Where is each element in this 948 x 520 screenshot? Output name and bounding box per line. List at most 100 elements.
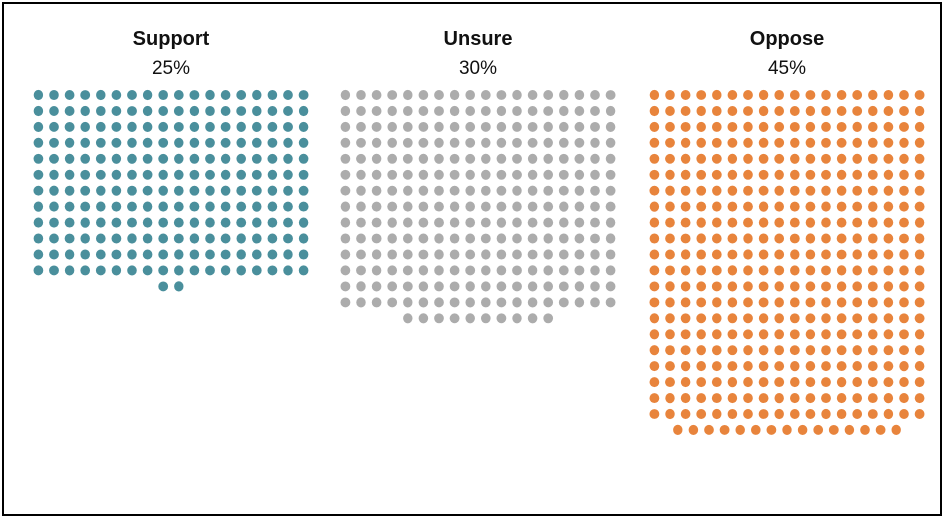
waffle-dot: [711, 121, 722, 132]
waffle-dot: [852, 233, 862, 244]
waffle-dot: [743, 233, 753, 244]
waffle-dot: [465, 265, 476, 276]
waffle-dot: [298, 185, 309, 196]
waffle-dot: [252, 233, 262, 244]
waffle-dot: [33, 185, 44, 196]
waffle-dot: [559, 217, 569, 228]
waffle-dot: [727, 233, 738, 244]
waffle-dot: [590, 281, 600, 292]
waffle-dot: [727, 297, 738, 308]
waffle-dot: [711, 361, 722, 372]
waffle-dot: [680, 297, 691, 308]
waffle-dot: [267, 105, 278, 117]
waffle-dot: [899, 121, 909, 132]
waffle-dot: [805, 121, 816, 132]
waffle-dot: [605, 90, 616, 100]
waffle-dot: [743, 377, 753, 388]
waffle-dot: [236, 217, 247, 228]
waffle-dot: [805, 409, 816, 419]
waffle-dot: [64, 90, 75, 100]
waffle-dot: [220, 169, 231, 180]
waffle-dot: [821, 89, 831, 101]
waffle-dot: [434, 169, 444, 180]
waffle-dot: [127, 201, 137, 212]
waffle-dot: [220, 265, 231, 276]
waffle-dot: [158, 121, 169, 132]
waffle-dot: [496, 217, 507, 228]
waffle-dot: [805, 329, 816, 340]
waffle-dot: [251, 265, 262, 276]
waffle-dot: [480, 90, 491, 100]
waffle-dot: [434, 106, 444, 116]
waffle-dot: [574, 297, 585, 308]
waffle-dot: [80, 90, 91, 100]
waffle-dot: [387, 153, 398, 164]
waffle-dot: [173, 201, 184, 212]
waffle-dot: [127, 153, 137, 164]
waffle-dot: [158, 105, 169, 117]
waffle-dot: [481, 265, 491, 276]
waffle-dot: [852, 281, 863, 292]
waffle-dot: [883, 345, 894, 356]
waffle-dot: [743, 313, 753, 324]
waffle-dot: [33, 137, 44, 148]
waffle-dot: [465, 185, 475, 196]
waffle-dot: [418, 137, 429, 148]
waffle-dot: [434, 249, 444, 260]
waffle-dot: [836, 137, 847, 148]
waffle-dot: [774, 393, 784, 404]
waffle-dot: [649, 201, 660, 212]
waffle-dot: [774, 297, 784, 308]
waffle-dot: [512, 249, 522, 260]
waffle-dot: [774, 281, 784, 292]
waffle-dot: [743, 297, 753, 308]
waffle-dot: [868, 201, 878, 212]
waffle-dot: [33, 153, 44, 164]
waffle-dot: [80, 265, 91, 276]
waffle-dot: [434, 153, 444, 164]
waffle-dot: [418, 121, 429, 132]
waffle-dot: [914, 393, 925, 404]
waffle-dot: [899, 377, 909, 388]
waffle-dot: [790, 265, 800, 276]
waffle-dot: [821, 249, 831, 260]
waffle-dot: [512, 169, 522, 180]
waffle-dot: [267, 153, 278, 164]
waffle-dot: [340, 297, 351, 308]
waffle-dot: [665, 137, 675, 148]
waffle-dot: [496, 105, 507, 117]
waffle-dot: [649, 217, 660, 228]
waffle-dot: [95, 249, 106, 260]
waffle-dot: [852, 313, 863, 324]
waffle-dot: [387, 297, 398, 308]
waffle-dot: [758, 217, 769, 228]
waffle-dot: [665, 201, 675, 212]
waffle-dot: [712, 313, 722, 324]
waffle-dot: [868, 105, 878, 117]
waffle-dot: [356, 281, 366, 292]
waffle-dot: [158, 201, 168, 212]
waffle-dot: [665, 185, 675, 196]
waffle-dot: [868, 89, 878, 101]
waffle-dot: [371, 121, 382, 132]
waffle-dot: [774, 313, 784, 324]
waffle-dot: [512, 265, 522, 276]
waffle-dot: [852, 297, 863, 308]
waffle-dot: [805, 249, 816, 260]
waffle-dot: [649, 105, 660, 117]
waffle-dot: [559, 89, 569, 101]
waffle-dot: [449, 249, 460, 260]
waffle-dot: [867, 409, 878, 419]
waffle-dot: [127, 185, 137, 196]
waffle-dot: [852, 329, 863, 340]
waffle-dot: [158, 169, 168, 180]
waffle-dot: [64, 169, 75, 180]
waffle-dot: [403, 89, 413, 101]
waffle-dot: [236, 153, 246, 164]
waffle-dot: [743, 137, 753, 148]
waffle-dot: [95, 153, 106, 164]
waffle-dot: [283, 121, 293, 132]
waffle-dot: [836, 121, 847, 132]
waffle-dot: [189, 137, 200, 148]
waffle-dot: [758, 89, 769, 101]
